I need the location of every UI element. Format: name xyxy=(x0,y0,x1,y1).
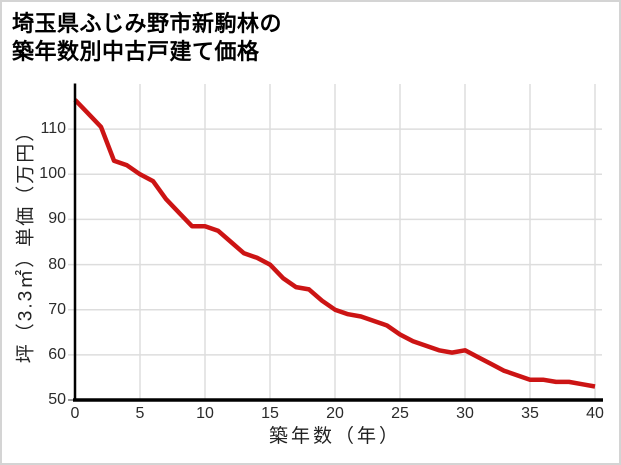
y-tick-label-50: 50 xyxy=(48,391,66,408)
y-tick-label-60: 60 xyxy=(48,345,66,363)
y-axis-label: 坪（3.3㎡）単価（万円） xyxy=(15,120,37,364)
y-tick-label-100: 100 xyxy=(39,165,66,183)
x-tick-label-20: 20 xyxy=(326,405,344,422)
chart-title-line2: 築年数別中古戸建て価格 xyxy=(12,39,260,64)
x-tick-label-0: 0 xyxy=(70,405,80,422)
price-line-series xyxy=(73,98,596,389)
x-tick-label-15: 15 xyxy=(261,405,279,422)
chart-title-line1: 埼玉県ふじみ野市新駒林の xyxy=(12,11,283,36)
y-tick-label-90: 90 xyxy=(48,210,66,228)
x-tick-label-25: 25 xyxy=(391,405,409,422)
price-line-chart xyxy=(68,83,603,402)
x-tick-label-40: 40 xyxy=(586,405,604,422)
chart-title: 埼玉県ふじみ野市新駒林の 築年数別中古戸建て価格 xyxy=(12,10,282,66)
x-tick-label-5: 5 xyxy=(135,405,145,422)
y-tick-label-70: 70 xyxy=(48,300,66,318)
x-tick-label-30: 30 xyxy=(456,405,474,422)
y-tick-label-110: 110 xyxy=(40,120,66,138)
plot-area xyxy=(68,83,603,402)
y-tick-label-80: 80 xyxy=(48,255,66,273)
x-tick-label-35: 35 xyxy=(521,405,539,422)
x-tick-label-10: 10 xyxy=(196,405,214,422)
x-axis-label: 築年数（年） xyxy=(268,426,402,447)
